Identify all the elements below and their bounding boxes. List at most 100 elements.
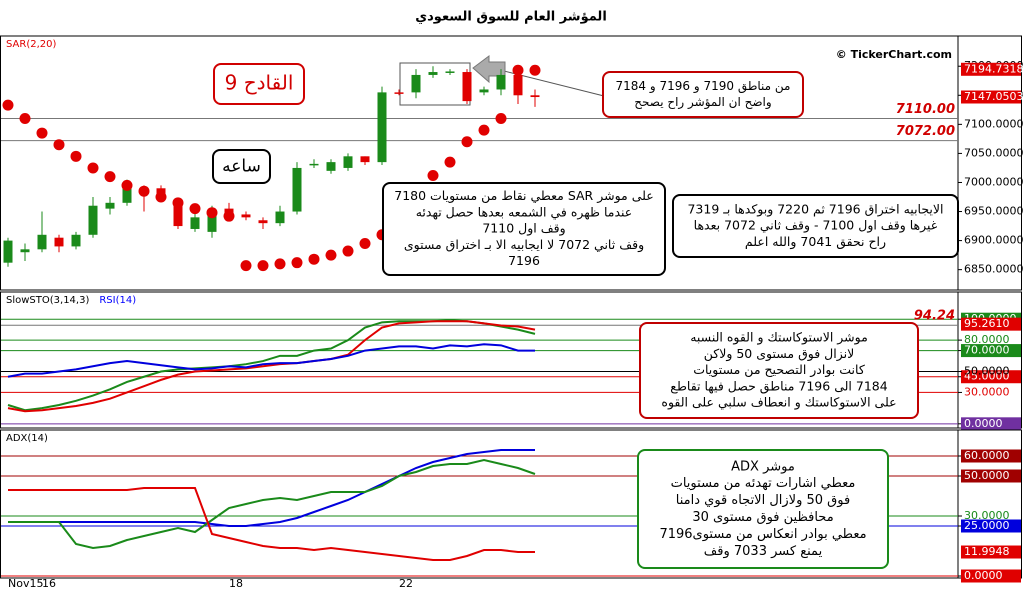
source: © TickerChart.com [836,48,952,61]
y-tick-label: 30.0000 [964,385,1010,398]
sar-dot [240,260,252,272]
value-marker [961,317,1021,331]
annotation-text: معطي بوادر انعكاس من مستوى7196 [659,527,866,542]
annotation-text: معطي اشارات تهدئه من مستويات [671,476,856,491]
sar-dot [121,179,133,191]
sar-dot [70,150,82,162]
y-tick-label: 50.0000 [964,469,1010,482]
annotation-box [639,322,919,419]
sar-dot [189,203,201,215]
sar-dot [257,260,269,272]
tick-box [961,519,1021,533]
annotation-text: غيرها وقف اول 7100 - وقف ثاني 7072 بعدها [694,218,938,234]
indicator-line [7,343,535,378]
y-tick-label: 0.0000 [964,417,1003,430]
indicator-line [8,449,535,527]
sar-dot [206,207,218,219]
sar-dot [155,191,167,203]
tick-box [961,417,1021,431]
candle-body [20,249,30,253]
indicator-line [7,320,536,413]
x-tick-label: 18 [229,577,243,590]
sar-dot [2,99,14,111]
y-tick-label: 6850.0000 [964,263,1023,276]
tick-box [961,370,1021,384]
sar-dot [495,113,507,125]
sar-dot [274,258,286,270]
candle-body [71,234,81,247]
value-marker [961,90,1021,104]
candle-body [207,214,217,232]
candle-body [360,156,370,163]
y-tick-label: 6900.0000 [964,234,1023,247]
value-marker-label: 7194.7318 [964,62,1023,75]
sar-dot [36,127,48,139]
candle-body [411,74,421,93]
annotation-text: فوق 50 ولازال الاتجاه قوي دامنا [676,493,850,508]
candle-body [496,74,506,90]
annotation-text: موشر ADX [731,459,795,474]
annotation-text: راح نحقق 7041 والله اعلم [745,234,886,250]
y-tick-label: 60.0000 [964,449,1010,462]
sar-dot [325,249,337,261]
sar-dot [223,210,235,222]
annotation-text: موشر الاستوكاستك و القوه النسبه [690,330,868,346]
sar-dot [138,185,150,197]
sar-dot [291,257,303,269]
candle-body [377,92,387,163]
candle-body [37,234,47,250]
sar-dot [512,64,524,76]
annotation-text: واضح ان المؤشر راح يصحح [634,95,771,110]
candle-body [428,72,438,75]
candle-body [275,211,285,224]
annotation-text: لانزال فوق مستوى 50 ولاكن [704,346,855,362]
sar-dot [342,245,354,257]
candle-body [190,217,200,229]
sar-dot [104,171,116,183]
legend-label: SAR(2,20) [6,39,56,50]
sar-dot [427,169,439,181]
candle-body [241,214,251,218]
candle-body [462,72,472,102]
annotation-text: الايجابيه اختراق 7196 ثم 7220 وبوكدها بـ… [687,201,943,217]
x-tick-label: 22 [399,577,413,590]
candle-body [54,237,64,247]
candle-body [258,220,268,224]
y-tick-label: 80.0000 [964,333,1010,346]
sar-dot [529,64,541,76]
value-marker [961,545,1021,559]
candle-body [173,202,183,227]
candle-body [513,74,523,96]
candle-body [292,167,302,212]
annotation-box [213,63,305,105]
annotation-box [382,182,666,276]
y-tick-label: 30.0000 [964,509,1010,522]
candle-body [394,92,404,94]
candle-body [122,188,132,203]
y-tick-label: 50.0000 [964,365,1010,378]
sar-dot [461,136,473,148]
annotation-text: ساعه [222,157,261,177]
annotation-text: وقف ثاني 7072 لا ايجابيه الا بـ اختراق م… [404,237,644,253]
annotation-text: 7196 [508,253,540,268]
tick-box [961,569,1021,583]
sar-dot [53,139,65,151]
annotation-box [637,449,889,569]
annotation-text: 7184 الى 7196 مناطق حصل فيها تقاطع [670,378,887,394]
candle-body [326,162,336,171]
candle-body [343,156,353,168]
indicator-line [8,487,535,561]
level-label: 94.24 [914,309,955,324]
candle-body [105,202,115,209]
sar-dot [87,162,99,174]
value-marker [961,62,1021,76]
annotation-box [212,149,271,184]
y-tick-label: 6950.0000 [964,205,1023,218]
candle-body [88,205,98,235]
y-tick-label: 70.0000 [964,344,1010,357]
y-tick-label: 0.0000 [964,569,1003,582]
tick-box [961,344,1021,358]
legend-label: ADX(14) [6,433,48,444]
sar-dot [308,253,320,265]
level-label: 7110.00 [896,102,955,117]
